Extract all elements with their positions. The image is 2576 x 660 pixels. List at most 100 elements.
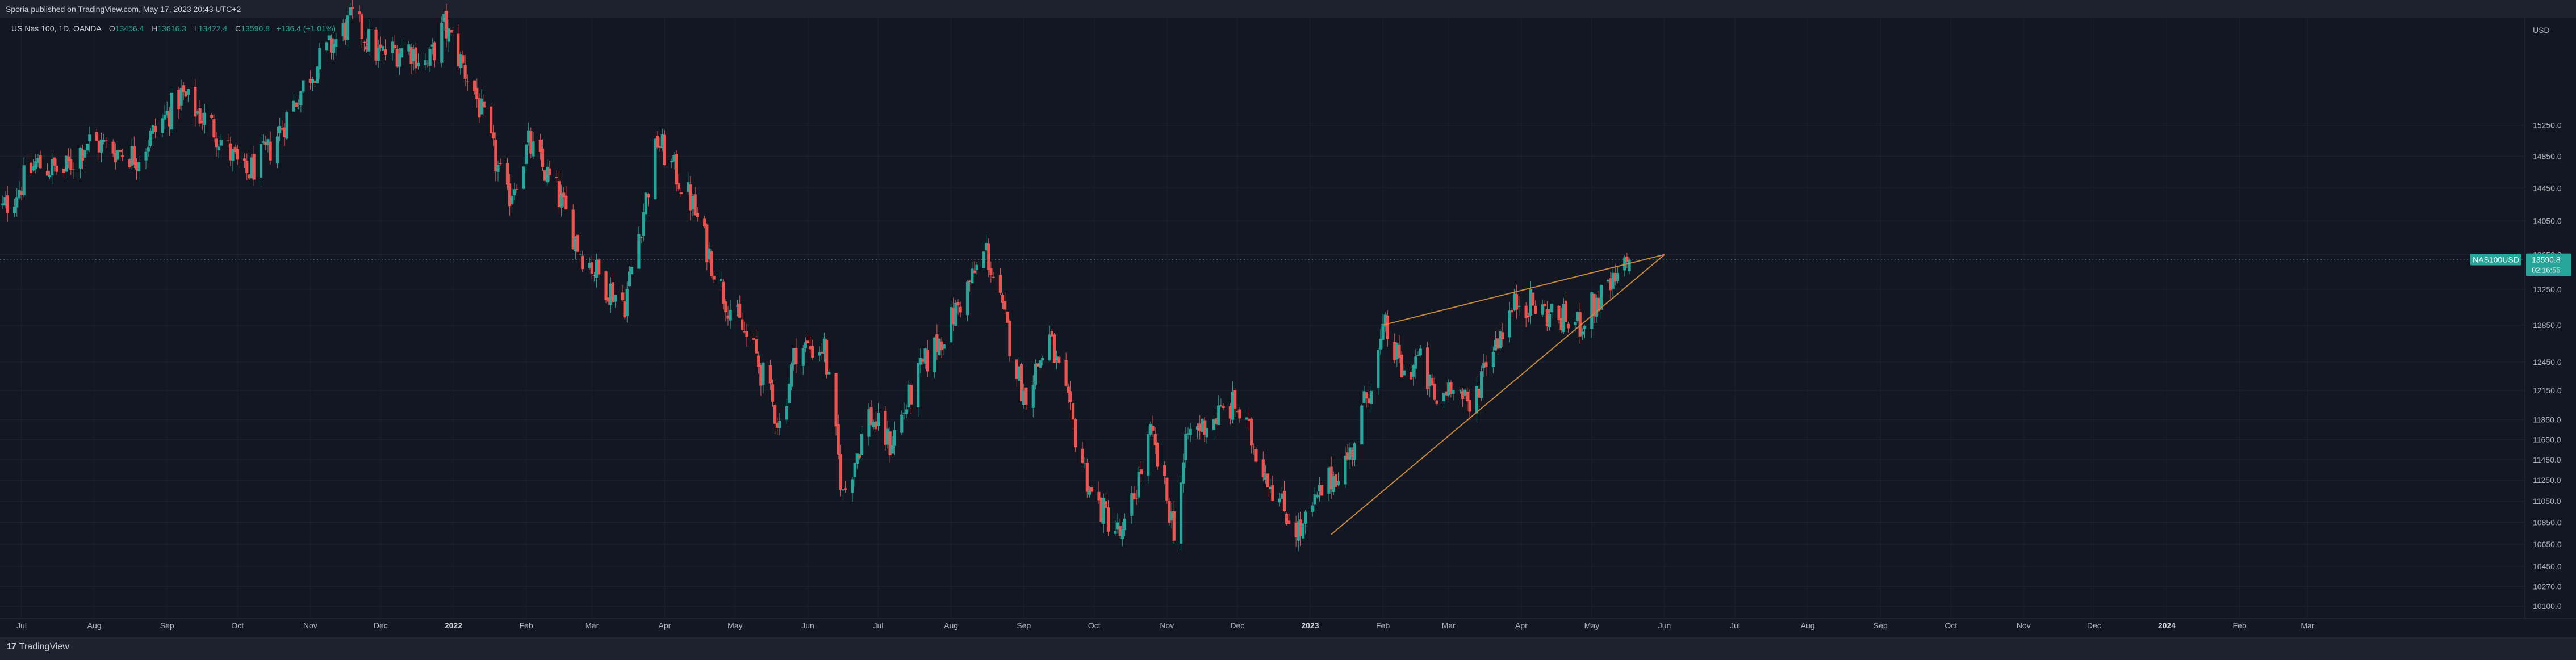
candle-body [86,144,89,151]
candle-body [1195,426,1199,430]
candle-body [933,337,936,373]
candle-body [564,195,568,210]
candle-body [691,196,695,209]
published-caption: Sporia published on TradingView.com, May… [6,5,241,14]
candle-body [229,143,232,161]
candle-body [839,454,842,490]
candle-body [99,139,103,153]
candle-body [1442,393,1446,402]
candle-body [1515,294,1519,310]
candle-body [1562,304,1565,333]
candle-body [428,48,432,66]
candle-body [801,348,805,366]
candle-body [590,262,593,275]
candle-body [609,283,612,305]
candle-body [679,192,683,194]
candle-body [407,44,411,52]
tradingview-brand[interactable]: 17 TradingView [7,642,69,652]
candle-body [1219,405,1223,407]
candle-body [194,86,197,117]
candle-body [822,338,826,354]
candle-body [637,234,641,269]
candle-body [1299,519,1303,536]
candle-body [696,213,699,217]
last-price-tag [2526,253,2571,276]
candle-body [1156,443,1159,467]
candle-body [923,348,927,364]
candle-body [1269,486,1272,489]
time-tick-label: Feb [520,621,533,630]
candle-body [88,134,91,142]
candle-body [1104,501,1107,508]
candle-body [726,315,730,319]
candle-body [1431,377,1434,386]
candle-body [266,139,270,146]
candle-body [876,413,880,426]
candle-body [1425,347,1429,389]
candle-body [475,87,479,99]
brand-label: TradingView [19,642,69,651]
candle-body [1233,390,1237,409]
candle-body [1400,354,1403,377]
candle-body [1074,419,1077,448]
candle-body [677,183,680,190]
candle-body [200,121,204,123]
candle-body [1301,523,1305,539]
candle-body [285,112,288,139]
candle-body [1294,522,1298,537]
candle-body [757,355,760,367]
candle-body [440,22,444,63]
candle-body [905,409,908,414]
candle-body [670,161,674,163]
time-tick-label: Oct [1944,621,1957,630]
candle-body [1088,490,1092,495]
candle-body [1311,505,1314,512]
candle-body [1435,400,1438,404]
candle-body [132,146,136,165]
candle-body [13,206,16,213]
candle-body [1534,305,1537,314]
candle-body [494,140,497,171]
candle-body [719,279,723,281]
candle-body [1452,390,1455,394]
candle-body [524,144,528,165]
price-tick-label: 10100.0 [2533,602,2562,611]
candle-body [1182,462,1185,484]
candle-body [1344,455,1347,485]
candle-body [447,28,450,42]
candle-body [416,62,420,66]
candle-body [768,365,772,384]
candle-body [741,319,744,330]
candle-body [334,39,338,47]
candle-body [614,295,617,302]
trendline [1382,254,1665,326]
candle-body [1531,292,1535,306]
candle-body [1313,494,1316,505]
candle-body [541,148,545,167]
candle-body [893,430,897,446]
candle-body [1475,385,1478,414]
candle-body [1353,443,1357,460]
candle-body [278,126,282,133]
symbol-tag-label: NAS100USD [2473,255,2519,264]
candle-body [890,445,894,454]
candle-body [942,344,946,349]
candle-body [771,384,775,402]
candle-body [67,156,70,161]
candle-body [1006,312,1009,323]
symbol-legend: US Nas 100, 1D, OANDA O13456.4 H13616.3 … [11,24,336,33]
candle-body [198,108,202,124]
candle-body [639,237,643,238]
candle-body [1477,388,1481,398]
candle-body [853,463,856,477]
candle-body [34,161,37,170]
candle-body [1031,385,1035,408]
price-axis-pane [2525,18,2576,619]
candle-body [283,127,286,137]
candle-body [463,65,467,79]
candle-body [642,212,645,236]
candle-body [860,434,864,455]
candle-body [708,248,711,259]
candle-body [1329,466,1333,490]
